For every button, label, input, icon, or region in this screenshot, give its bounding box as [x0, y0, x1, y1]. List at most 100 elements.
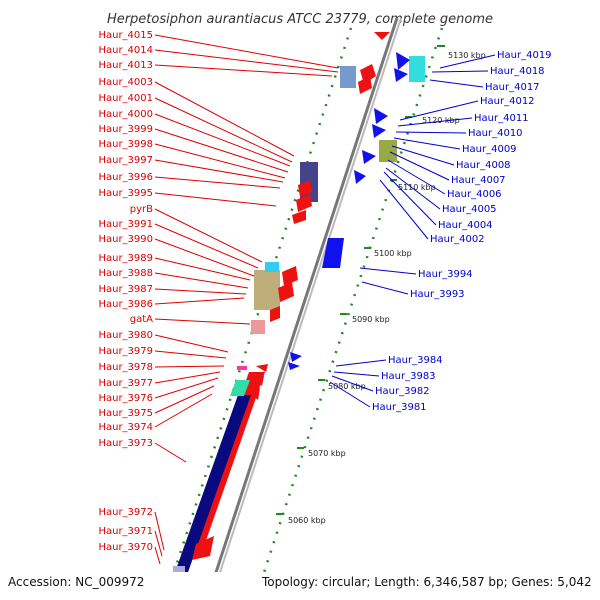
label-connector: [154, 238, 255, 277]
label-connector: [154, 159, 284, 183]
label-connector: [331, 375, 374, 392]
reverse-gene-label[interactable]: Haur_3970: [98, 542, 153, 553]
reverse-gene-label[interactable]: gatA: [130, 314, 153, 325]
label-connector: [154, 257, 251, 281]
reverse-gene-label[interactable]: Haur_3986: [98, 299, 153, 310]
reverse-gene-label[interactable]: Haur_3978: [98, 362, 153, 373]
label-connector: [387, 159, 446, 195]
label-connector: [154, 176, 281, 189]
label-connector: [154, 442, 187, 463]
reverse-gene-label[interactable]: Haur_3979: [98, 346, 153, 357]
reverse-gene-label[interactable]: Haur_4000: [98, 109, 153, 120]
forward-gene-label[interactable]: Haur_4011: [474, 113, 529, 124]
label-connector: [154, 546, 161, 565]
forward-gene-label[interactable]: Haur_3983: [381, 371, 436, 382]
map-title: Herpetosiphon aurantiacus ATCC 23779, co…: [107, 12, 493, 27]
label-connector: [383, 171, 437, 226]
label-connector: [429, 79, 484, 88]
forward-strand-arrows: [288, 52, 410, 370]
label-connector: [154, 128, 289, 173]
reverse-gene-label[interactable]: Haur_3980: [98, 330, 153, 341]
label-connector: [335, 359, 387, 367]
label-connector: [154, 34, 339, 69]
reverse-gene-label[interactable]: Haur_3974: [98, 422, 153, 433]
label-connector: [431, 70, 489, 73]
forward-gene-label[interactable]: Haur_3984: [388, 355, 443, 366]
label-connector: [359, 267, 417, 275]
forward-gene-label[interactable]: Haur_4006: [447, 189, 502, 200]
reverse-gene-label[interactable]: Haur_3977: [98, 378, 153, 389]
label-connector: [397, 117, 473, 127]
label-connector: [154, 113, 291, 167]
label-connector: [154, 97, 293, 163]
label-connector: [395, 131, 467, 134]
reverse-gene-label[interactable]: Haur_4001: [98, 93, 153, 104]
label-connector: [329, 381, 371, 408]
reverse-gene-label[interactable]: Haur_3975: [98, 408, 153, 419]
genome-backbone: [205, 17, 402, 600]
reverse-gene-label[interactable]: Haur_3973: [98, 438, 153, 449]
reverse-gene-label[interactable]: Haur_3991: [98, 219, 153, 230]
reverse-gene-label[interactable]: Haur_3999: [98, 124, 153, 135]
forward-gene-label[interactable]: Haur_4005: [442, 204, 497, 215]
reverse-gene-label[interactable]: Haur_3976: [98, 393, 153, 404]
reverse-gene-label[interactable]: Haur_3972: [98, 507, 153, 518]
label-connector: [333, 371, 380, 377]
forward-gene-label[interactable]: Haur_4004: [438, 220, 493, 231]
forward-gene-label[interactable]: Haur_3982: [375, 386, 430, 397]
forward-gene-label[interactable]: Haur_4002: [430, 234, 485, 245]
label-connector: [154, 81, 295, 157]
reverse-gene-label[interactable]: Haur_3998: [98, 139, 153, 150]
forward-gene-label[interactable]: Haur_4019: [497, 50, 552, 61]
label-connector: [154, 192, 277, 207]
forward-gene-label[interactable]: Haur_4010: [468, 128, 523, 139]
reverse-gene-label[interactable]: Haur_4003: [98, 77, 153, 88]
forward-gene-label[interactable]: Haur_3994: [418, 269, 473, 280]
forward-gene-label[interactable]: Haur_4018: [490, 66, 545, 77]
label-connector: [379, 179, 429, 240]
reverse-gene-label[interactable]: pyrB: [130, 204, 153, 215]
reverse-gene-label[interactable]: Haur_3989: [98, 253, 153, 264]
label-connector: [154, 393, 213, 428]
label-connector: [154, 272, 249, 289]
forward-gene-label[interactable]: Haur_4008: [456, 160, 511, 171]
gene-blocks: [173, 56, 425, 580]
label-connector: [385, 167, 441, 210]
label-connector: [399, 100, 479, 121]
label-connector: [154, 385, 215, 414]
forward-gene-label[interactable]: Haur_4012: [480, 96, 535, 107]
reverse-gene-label[interactable]: Haur_4014: [98, 45, 153, 56]
kbp-marker: 5060 kbp: [288, 516, 326, 525]
label-connector: [154, 377, 219, 399]
label-connector: [154, 334, 229, 353]
label-connector: [154, 318, 251, 325]
label-connector: [154, 350, 227, 359]
kbp-marker: 5130 kbp: [448, 51, 486, 60]
forward-gene-label[interactable]: Haur_4007: [451, 175, 506, 186]
kbp-marker: 5100 kbp: [374, 249, 412, 258]
forward-gene-label[interactable]: Haur_3993: [410, 289, 465, 300]
label-connector: [361, 281, 409, 295]
reverse-gene-label[interactable]: Haur_3996: [98, 172, 153, 183]
label-connector: [389, 151, 450, 181]
label-connector: [154, 223, 259, 269]
reverse-gene-label[interactable]: Haur_3987: [98, 284, 153, 295]
reverse-gene-label[interactable]: Haur_4015: [98, 30, 153, 41]
reverse-gene-label[interactable]: Haur_3995: [98, 188, 153, 199]
label-connector: [154, 64, 333, 77]
kbp-marker: 5070 kbp: [308, 449, 346, 458]
label-connector: [154, 49, 339, 73]
reverse-gene-label[interactable]: Haur_3997: [98, 155, 153, 166]
forward-gene-labels: Haur_4019 Haur_4018 Haur_4017 Haur_4012 Haur…: [329, 50, 552, 413]
forward-gene-label[interactable]: Haur_4017: [485, 82, 540, 93]
kbp-marker: 5080 kbp: [328, 382, 366, 391]
label-connector: [154, 511, 165, 551]
forward-gene-label[interactable]: Haur_4009: [462, 144, 517, 155]
kbp-marker: 5120 kbp: [422, 116, 460, 125]
forward-gene-label[interactable]: Haur_3981: [372, 402, 427, 413]
reverse-gene-label[interactable]: Haur_3990: [98, 234, 153, 245]
reverse-gene-label[interactable]: Haur_3971: [98, 526, 153, 537]
kbp-markers: 5130 kbp 5120 kbp 5110 kbp 5100 kbp 5090…: [276, 45, 486, 525]
reverse-gene-label[interactable]: Haur_3988: [98, 268, 153, 279]
reverse-gene-label[interactable]: Haur_4013: [98, 60, 153, 71]
